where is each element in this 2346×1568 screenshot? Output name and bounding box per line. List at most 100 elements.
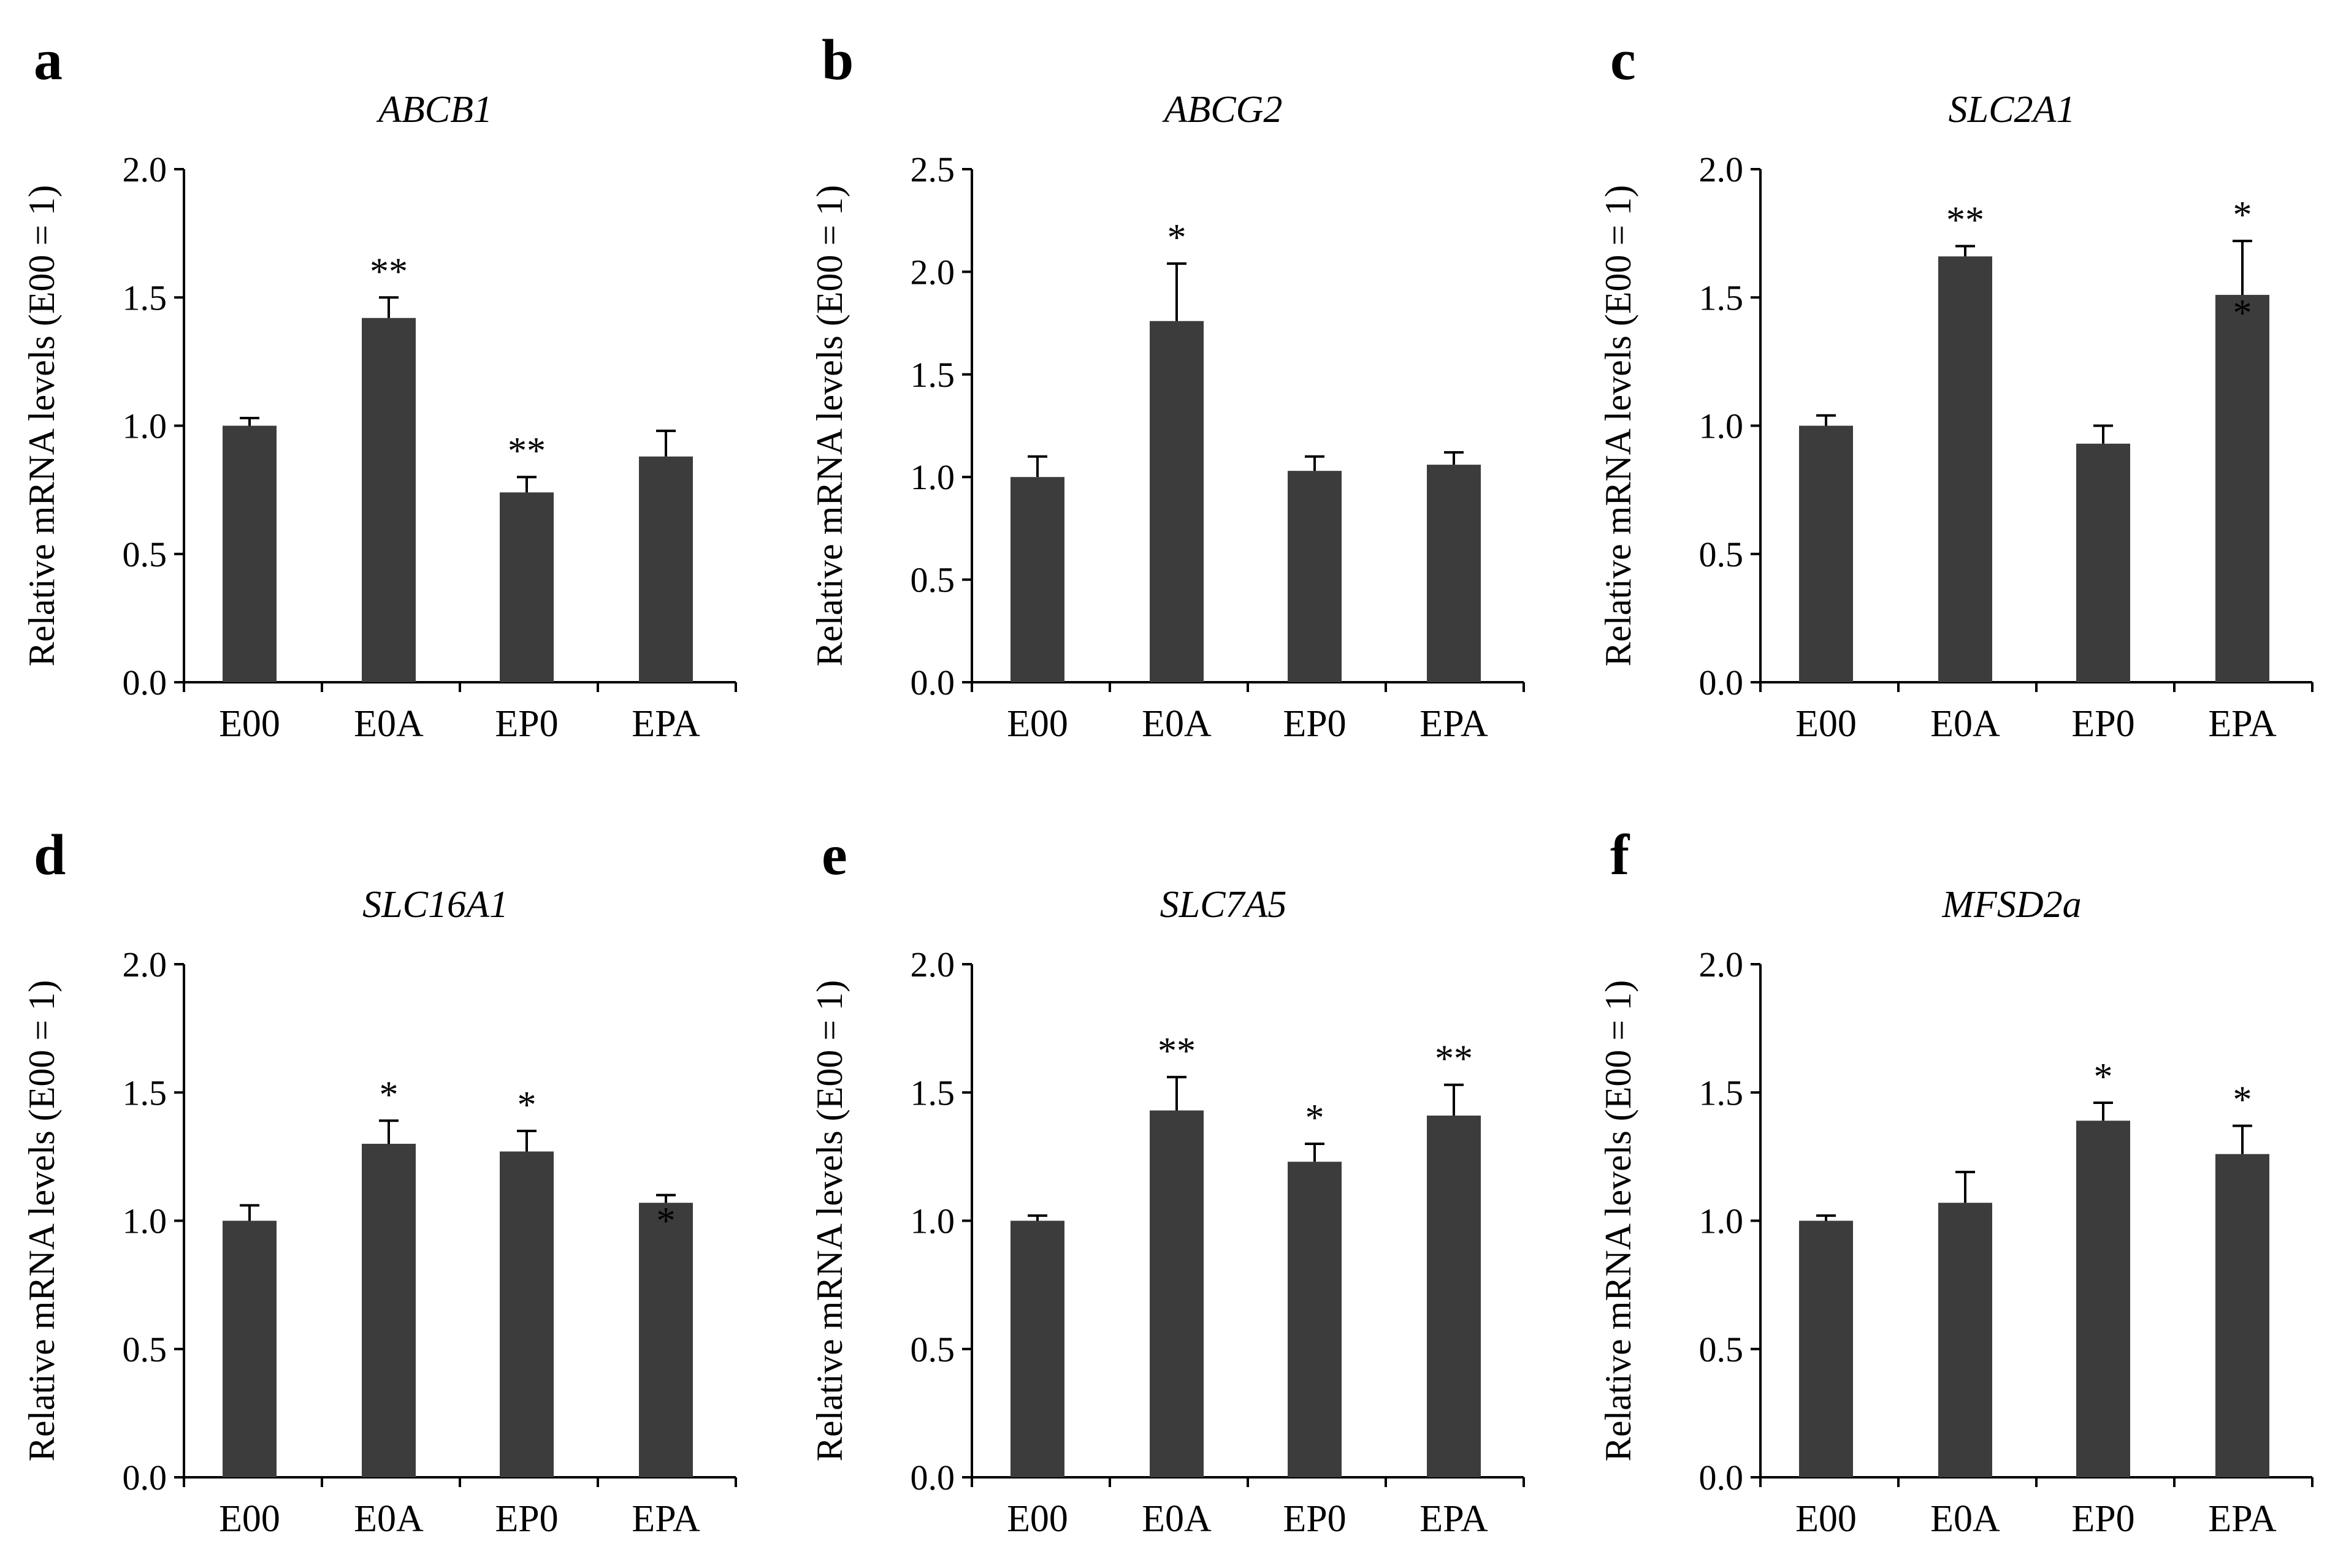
y-tick-label: 1.0 — [123, 1201, 167, 1241]
significance-marker: ** — [1158, 1030, 1196, 1072]
y-tick-label: 1.5 — [911, 1073, 955, 1113]
y-tick-label: 2.0 — [911, 945, 955, 984]
significance-marker: * — [2233, 194, 2252, 236]
chart-panel-b: b ABCG2 Relative mRNA levels (E00 = 1) 0.0 0… — [809, 28, 1525, 745]
y-tick-label: 2.0 — [123, 150, 167, 189]
significance-marker: * — [518, 1084, 537, 1126]
bar-e00 — [223, 1220, 277, 1477]
y-axis-label: Relative mRNA levels (E00 = 1) — [809, 980, 850, 1461]
bar-epa — [639, 456, 693, 682]
significance-marker: ** — [508, 430, 546, 472]
bar-ep0 — [1288, 471, 1342, 682]
x-tick-label: E00 — [1795, 703, 1857, 745]
significance-marker-inner: * — [2233, 292, 2252, 334]
panel-letter: e — [822, 823, 847, 887]
y-tick-label: 1.0 — [1699, 1201, 1744, 1241]
chart-title: SLC2A1 — [1949, 89, 2076, 131]
bar-e00 — [1799, 1220, 1853, 1477]
y-tick-label: 1.0 — [911, 1201, 955, 1241]
x-tick-label: EPA — [632, 703, 700, 745]
y-tick-label: 1.0 — [1699, 406, 1744, 446]
y-tick-label: 0.5 — [911, 560, 955, 600]
y-tick-label: 2.0 — [1699, 945, 1744, 984]
x-tick-label: EPA — [1419, 1498, 1488, 1540]
x-tick-label: EPA — [2208, 1498, 2277, 1540]
panel-letter: f — [1610, 823, 1630, 887]
y-tick-label: 0.0 — [911, 663, 955, 702]
y-tick-label: 0.5 — [1699, 535, 1744, 574]
chart-title: MFSD2a — [1941, 884, 2081, 926]
significance-marker: ** — [1435, 1038, 1473, 1080]
x-tick-label: E00 — [1795, 1498, 1857, 1540]
y-tick-label: 1.5 — [123, 278, 167, 318]
y-tick-label: 0.0 — [123, 663, 167, 702]
bar-e00 — [1011, 477, 1064, 682]
x-tick-label: EP0 — [2071, 703, 2134, 745]
significance-marker: ** — [370, 251, 408, 292]
bar-epa — [2215, 295, 2269, 682]
bar-e00 — [223, 425, 277, 682]
bar-epa — [639, 1203, 693, 1477]
x-tick-label: E0A — [1142, 1498, 1212, 1540]
bar-ep0 — [500, 492, 554, 682]
chart-panel-f: f MFSD2a Relative mRNA levels (E00 = 1) 0.0… — [1598, 823, 2314, 1540]
x-tick-label: E00 — [219, 1498, 280, 1540]
significance-marker: * — [1305, 1097, 1324, 1139]
panel-letter: c — [1610, 28, 1636, 92]
y-axis-label: Relative mRNA levels (E00 = 1) — [1598, 980, 1638, 1461]
bar-epa — [1427, 1115, 1481, 1477]
bar-e00 — [1799, 425, 1853, 682]
panel-letter: a — [34, 28, 63, 92]
x-tick-label: EP0 — [2071, 1498, 2134, 1540]
bar-ep0 — [2076, 443, 2130, 682]
x-tick-label: EP0 — [1283, 1498, 1346, 1540]
x-tick-label: E0A — [1930, 1498, 2000, 1540]
x-tick-label: EP0 — [1283, 703, 1346, 745]
y-tick-label: 1.0 — [123, 406, 167, 446]
x-tick-label: E00 — [1007, 1498, 1068, 1540]
y-axis-label: Relative mRNA levels (E00 = 1) — [21, 185, 62, 666]
y-tick-label: 0.0 — [123, 1458, 167, 1498]
y-tick-label: 1.5 — [1699, 278, 1744, 318]
y-axis-label: Relative mRNA levels (E00 = 1) — [1598, 185, 1638, 666]
x-tick-label: E00 — [1007, 703, 1068, 745]
y-tick-label: 0.5 — [123, 1330, 167, 1369]
significance-marker: ** — [1946, 200, 1984, 242]
significance-marker: * — [2094, 1056, 2113, 1098]
significance-marker: * — [380, 1074, 399, 1116]
y-tick-label: 0.0 — [1699, 663, 1744, 702]
y-tick-label: 0.5 — [123, 535, 167, 574]
chart-panel-a: a ABCB1 Relative mRNA levels (E00 = 1) 0.0 0… — [21, 28, 737, 745]
y-tick-label: 1.0 — [911, 457, 955, 497]
y-tick-label: 2.0 — [123, 945, 167, 984]
chart-panel-e: e SLC7A5 Relative mRNA levels (E00 = 1) 0.0… — [809, 823, 1525, 1540]
chart-panel-c: c SLC2A1 Relative mRNA levels (E00 = 1) 0.0… — [1598, 28, 2314, 745]
x-tick-label: E00 — [219, 703, 280, 745]
bar-e0a — [362, 318, 416, 682]
x-tick-label: EP0 — [495, 703, 558, 745]
chart-title: ABCB1 — [376, 89, 492, 131]
y-tick-label: 0.5 — [1699, 1330, 1744, 1369]
y-tick-label: 0.0 — [911, 1458, 955, 1498]
y-tick-label: 0.5 — [911, 1330, 955, 1369]
y-tick-label: 0.0 — [1699, 1458, 1744, 1498]
significance-marker-inner: * — [657, 1200, 676, 1242]
bar-e0a — [1938, 256, 1992, 682]
y-tick-label: 1.5 — [1699, 1073, 1744, 1113]
x-tick-label: EP0 — [495, 1498, 558, 1540]
bar-epa — [1427, 465, 1481, 682]
panel-letter: d — [34, 823, 66, 887]
bar-e0a — [1150, 321, 1204, 682]
y-axis-label: Relative mRNA levels (E00 = 1) — [809, 185, 850, 666]
x-tick-label: E0A — [354, 703, 424, 745]
chart-panel-d: d SLC16A1 Relative mRNA levels (E00 = 1) 0.… — [21, 823, 737, 1540]
bar-epa — [2215, 1154, 2269, 1477]
bar-e0a — [1938, 1203, 1992, 1477]
significance-marker: * — [2233, 1079, 2252, 1121]
y-tick-label: 1.5 — [911, 355, 955, 395]
y-axis-label: Relative mRNA levels (E00 = 1) — [21, 980, 62, 1461]
panel-letter: b — [822, 28, 854, 92]
bar-e0a — [362, 1143, 416, 1477]
x-tick-label: EPA — [2208, 703, 2277, 745]
